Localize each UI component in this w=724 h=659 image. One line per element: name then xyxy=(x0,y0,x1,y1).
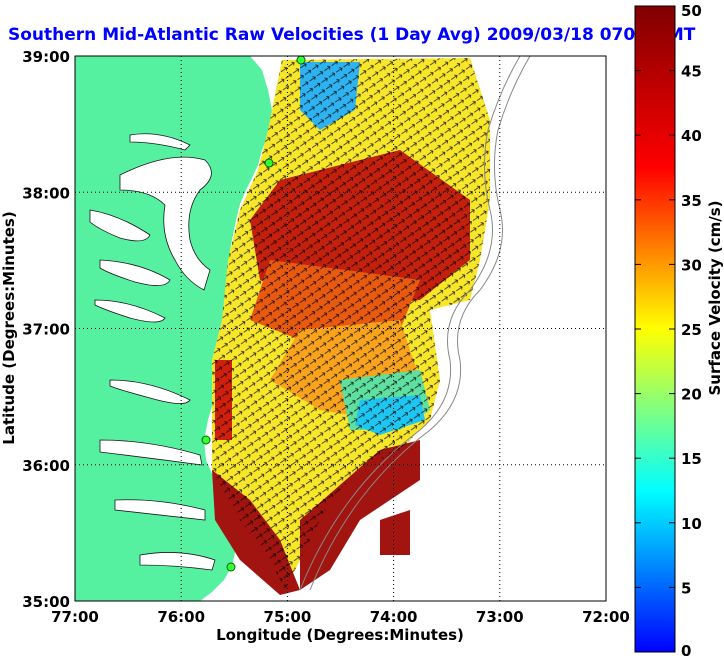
land-mass xyxy=(75,56,272,601)
bathymetry-contours xyxy=(299,56,531,591)
radar-stations xyxy=(201,56,306,572)
y-tick-labels: 39:00 38:00 37:00 36:00 35:00 xyxy=(22,48,70,611)
colorbar-tick-label: 50 xyxy=(681,2,702,20)
colorbar-tick-label: 30 xyxy=(681,256,702,274)
x-tick-label: 72:00 xyxy=(582,608,630,626)
radar-station-marker xyxy=(201,435,211,445)
colorbar-tick-label: 0 xyxy=(681,642,691,659)
colorbar-tick-label: 10 xyxy=(681,515,702,533)
x-tick-labels: 77:00 76:00 75:00 74:00 73:00 72:00 xyxy=(51,608,630,626)
y-tick-label: 38:00 xyxy=(22,184,70,202)
colorbar-tick-label: 20 xyxy=(681,386,702,404)
x-tick-label: 74:00 xyxy=(370,608,418,626)
x-tick-label: 75:00 xyxy=(264,608,312,626)
map-layer xyxy=(75,56,531,601)
radar-station-marker xyxy=(226,562,236,572)
colorbar xyxy=(634,5,676,653)
radar-station-marker xyxy=(296,56,306,65)
colorbar-tick-label: 15 xyxy=(681,450,702,468)
y-tick-label: 39:00 xyxy=(22,48,70,66)
y-tick-label: 36:00 xyxy=(22,457,70,475)
map-title: Southern Mid-Atlantic Raw Velocities (1 … xyxy=(8,25,696,45)
x-axis-label: Longitude (Degrees:Minutes) xyxy=(216,626,464,644)
radar-station-marker xyxy=(264,158,274,168)
colorbar-tick-label: 45 xyxy=(681,63,702,81)
grid-lines xyxy=(75,56,606,601)
colorbar-tick-label: 25 xyxy=(681,321,702,339)
colorbar-label: Surface Velocity (cm/s) xyxy=(706,200,724,395)
x-tick-label: 73:00 xyxy=(476,608,524,626)
colorbar-tick-label: 5 xyxy=(681,579,691,597)
velocity-field xyxy=(212,58,490,595)
y-tick-label: 35:00 xyxy=(22,593,70,611)
plot-border xyxy=(74,55,607,602)
colorbar-tick-label: 40 xyxy=(681,127,702,145)
y-axis-label: Latitude (Degrees:Minutes) xyxy=(0,211,18,444)
x-tick-label: 76:00 xyxy=(157,608,205,626)
inland-waters xyxy=(89,133,216,571)
x-tick-label: 77:00 xyxy=(51,608,99,626)
colorbar-tick-label: 35 xyxy=(681,192,702,210)
y-tick-label: 37:00 xyxy=(22,321,70,339)
